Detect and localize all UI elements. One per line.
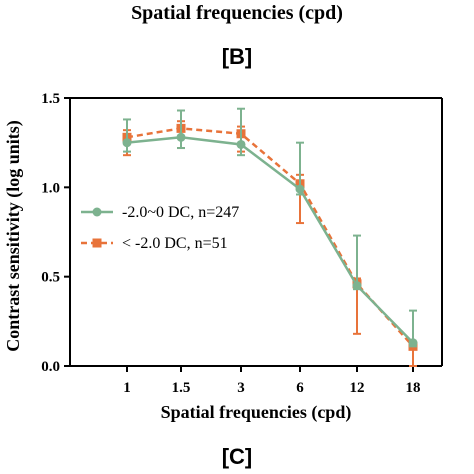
x-axis-title: Spatial frequencies (cpd) <box>161 402 352 423</box>
x-tick-label: 12 <box>350 380 365 396</box>
data-point <box>176 132 186 142</box>
y-axis-title: Contrast sensitivity (log units) <box>3 120 24 352</box>
data-point <box>408 338 418 348</box>
legend-marker <box>92 207 102 217</box>
data-point <box>122 138 132 148</box>
y-tick-label: 0.0 <box>41 359 60 375</box>
top-caption: Spatial frequencies (cpd) <box>131 2 343 24</box>
series-line <box>126 136 414 344</box>
y-tick-label: 1.0 <box>41 180 60 196</box>
y-tick-label: 1.5 <box>41 91 60 107</box>
data-point <box>236 139 246 149</box>
panel-label-c: [C] <box>221 444 253 469</box>
x-tick-label: 1 <box>123 380 131 396</box>
y-tick-label: 0.5 <box>41 270 60 286</box>
data-point <box>295 184 305 194</box>
x-tick-label: 1.5 <box>172 380 191 396</box>
x-tick-label: 6 <box>296 380 304 396</box>
legend-marker <box>92 238 102 248</box>
x-tick-label: 3 <box>237 380 245 396</box>
x-tick-label: 18 <box>406 380 421 396</box>
legend-label: < -2.0 DC, n=51 <box>122 235 228 252</box>
legend-label: -2.0~0 DC, n=247 <box>122 204 239 221</box>
data-point <box>352 281 362 291</box>
panel-label-b: [B] <box>221 44 253 69</box>
